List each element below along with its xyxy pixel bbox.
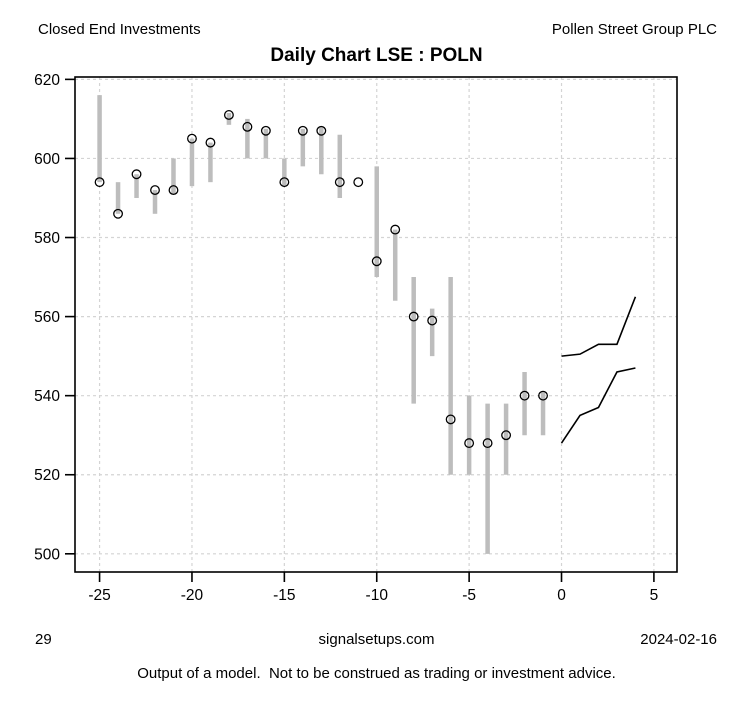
close-marker [501, 430, 512, 441]
company-name-label: Pollen Street Group PLC [551, 21, 717, 38]
y-axis-tick-label: 540 [34, 388, 60, 405]
x-axis-tick-label: -25 [88, 587, 110, 604]
y-axis-tick-label: 500 [34, 546, 60, 563]
close-marker [131, 169, 142, 180]
close-marker [316, 125, 327, 136]
footer-date-label: 2024-02-16 [640, 631, 717, 648]
close-marker [390, 224, 401, 235]
close-marker [334, 177, 345, 188]
close-marker [168, 185, 179, 196]
close-marker [187, 133, 197, 144]
close-marker [482, 438, 493, 449]
x-axis-tick-label: 0 [557, 587, 566, 604]
forecast-line-upper [561, 296, 637, 357]
close-marker [113, 208, 124, 219]
y-axis-tick-label: 520 [34, 467, 60, 484]
forecast-line-lower [560, 367, 636, 444]
close-marker [353, 177, 364, 188]
close-marker [519, 390, 530, 401]
y-axis-tick-label: 560 [34, 309, 60, 326]
close-marker [445, 414, 456, 425]
close-marker [223, 110, 234, 120]
x-axis-tick-label: -20 [181, 587, 204, 604]
footer-site-label: signalsetups.com [318, 631, 435, 648]
x-axis-tick-label: 5 [650, 587, 659, 604]
x-axis-tick-label: -15 [273, 587, 295, 604]
y-axis-tick-label: 620 [34, 72, 60, 89]
y-axis-tick-label: 600 [34, 151, 60, 168]
disclaimer-text: Output of a model. Not to be construed a… [137, 665, 616, 682]
close-marker [279, 177, 290, 188]
plot-frame [74, 76, 678, 573]
close-marker [94, 177, 105, 188]
footer-count-label: 29 [35, 631, 52, 648]
close-marker [205, 137, 216, 148]
close-marker [242, 121, 253, 132]
sector-label: Closed End Investments [38, 21, 201, 38]
close-marker [371, 256, 382, 267]
x-axis-tick-label: -5 [462, 587, 476, 604]
close-marker [538, 390, 548, 401]
close-marker [408, 311, 419, 322]
x-axis-tick-label: -10 [366, 587, 389, 604]
close-marker [464, 438, 475, 449]
close-marker [260, 125, 271, 136]
close-marker [297, 125, 308, 136]
close-marker [427, 315, 438, 326]
close-marker [150, 185, 160, 196]
chart-title: Daily Chart LSE : POLN [270, 45, 483, 66]
price-chart-plot: -25 -20 -15 -10 -5 0 5 500 520 540 560 580 600 620 [34, 72, 678, 604]
y-axis-tick-label: 580 [34, 230, 60, 247]
